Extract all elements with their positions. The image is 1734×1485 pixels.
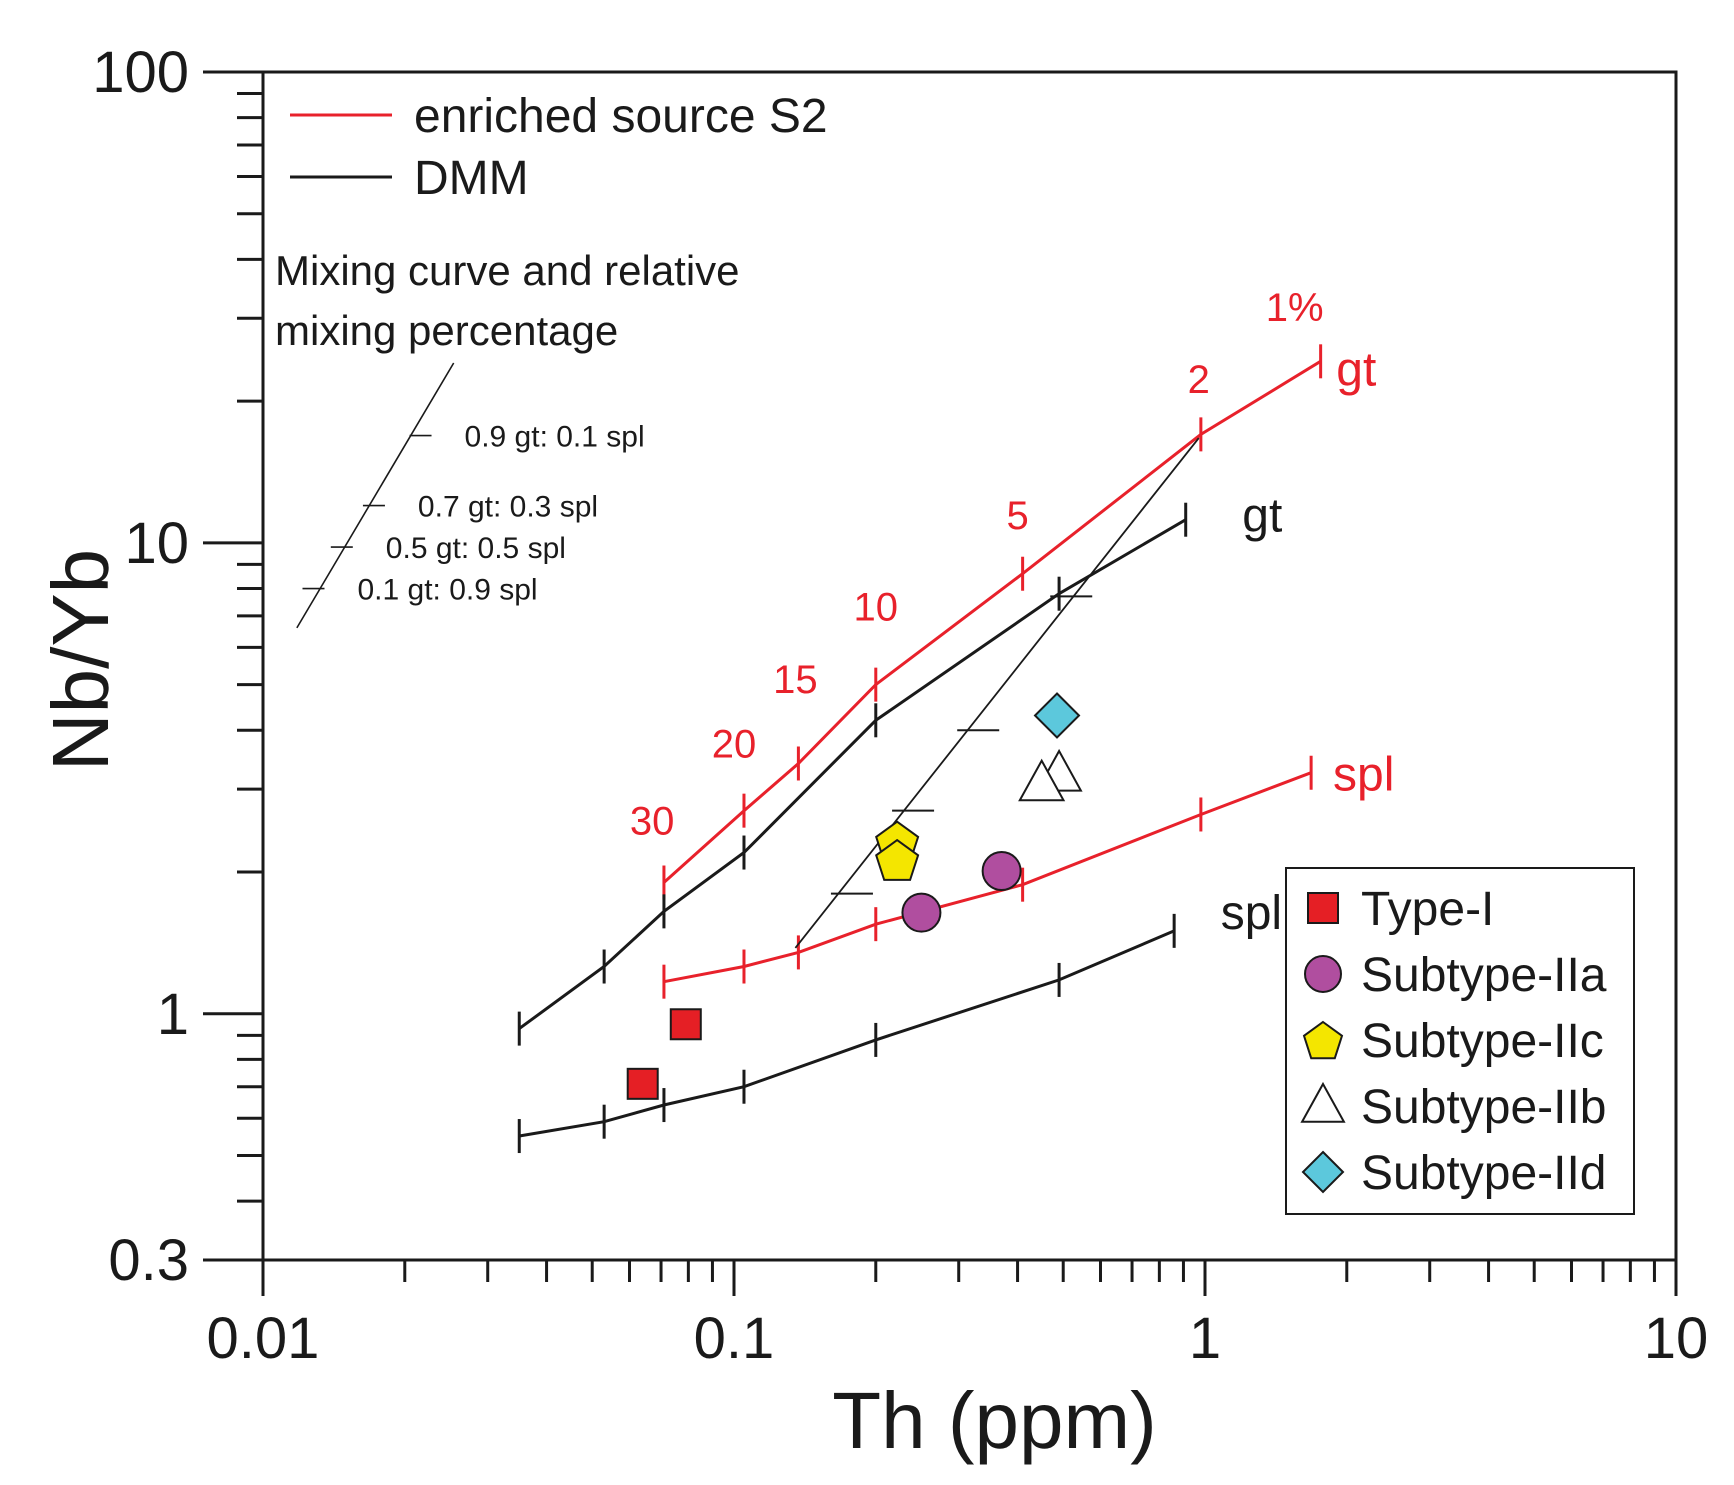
melting-percentage-label: 15 xyxy=(773,658,818,702)
legend-marker xyxy=(1300,1081,1346,1123)
series-layer xyxy=(296,344,1323,1154)
mixing-line xyxy=(794,437,1200,949)
melting-percentage-label: 10 xyxy=(854,585,899,629)
line-legend-label: DMM xyxy=(414,152,529,205)
mixing-key-label: 0.9 gt: 0.1 spl xyxy=(465,421,645,454)
dmm-gt-label: gt xyxy=(1242,490,1282,543)
legend-layer: enriched source S2 DMM Type-I Subtype-IIa Su… xyxy=(290,90,1635,1215)
legend-label: Type-I xyxy=(1361,883,1494,936)
subtype-iia-point xyxy=(901,892,942,933)
dmm-spl-curve xyxy=(519,929,1175,1138)
mixing-key-label: 0.7 gt: 0.3 spl xyxy=(418,491,598,524)
type-i-point xyxy=(669,1008,702,1041)
x-tick-label: 0.1 xyxy=(694,1306,775,1371)
legend-label: Subtype-IIb xyxy=(1361,1081,1606,1134)
mixing-key-line xyxy=(296,362,455,629)
type-i-point xyxy=(626,1067,659,1100)
subtype-iid-point xyxy=(1033,692,1081,739)
x-tick-label: 0.01 xyxy=(207,1306,320,1371)
subtype-iia-point xyxy=(981,851,1022,892)
marker-legend-box xyxy=(1285,867,1635,1215)
mixing-key-label: 0.5 gt: 0.5 spl xyxy=(386,532,566,565)
x-tick-label: 1 xyxy=(1189,1306,1221,1371)
enriched-gt-curve xyxy=(662,360,1322,884)
legend-label: Subtype-IId xyxy=(1361,1147,1606,1200)
legend-marker xyxy=(1307,892,1339,924)
marker-layer xyxy=(626,692,1083,1100)
x-tick-label: 10 xyxy=(1644,1306,1709,1371)
melting-percentage-label: 1% xyxy=(1266,286,1324,330)
subtype-iic-point xyxy=(875,838,920,881)
y-tick-label: 0.3 xyxy=(108,1228,189,1293)
mixing-key-label: 0.1 gt: 0.9 spl xyxy=(357,574,537,607)
legend-marker xyxy=(1302,1020,1344,1060)
melting-percentage-label: 5 xyxy=(1006,494,1028,538)
melting-percentage-label: 30 xyxy=(630,800,675,844)
y-tick-label: 1 xyxy=(157,982,189,1047)
line-legend-label: enriched source S2 xyxy=(414,90,828,143)
dmm-spl-label: spl xyxy=(1221,887,1282,940)
legend-label: Subtype-IIa xyxy=(1361,949,1607,1002)
melting-percentage-label: 20 xyxy=(712,723,757,767)
enriched-spl-label: spl xyxy=(1333,749,1394,802)
mixing-note-line2: mixing percentage xyxy=(275,307,618,354)
plot-frame xyxy=(261,70,1678,1262)
label-layer: 0.01 0.1 1 10 0.3 1 10 100 Th (ppm) Nb/Yb gt gt spl s… xyxy=(36,40,1708,1465)
y-tick-label: 10 xyxy=(124,511,189,576)
y-axis-title: Nb/Yb xyxy=(36,549,125,771)
legend-marker xyxy=(1304,955,1342,993)
legend-label: Subtype-IIc xyxy=(1361,1015,1604,1068)
subtype-iib-point xyxy=(1018,758,1066,802)
legend-marker xyxy=(1301,1150,1345,1194)
melting-percentage-label: 2 xyxy=(1188,358,1210,402)
enriched-gt-label: gt xyxy=(1336,343,1376,396)
x-axis-title: Th (ppm) xyxy=(832,1376,1157,1465)
tick-layer xyxy=(203,70,1678,1296)
y-tick-label: 100 xyxy=(92,40,189,105)
mixing-note-line1: Mixing curve and relative xyxy=(275,247,740,294)
